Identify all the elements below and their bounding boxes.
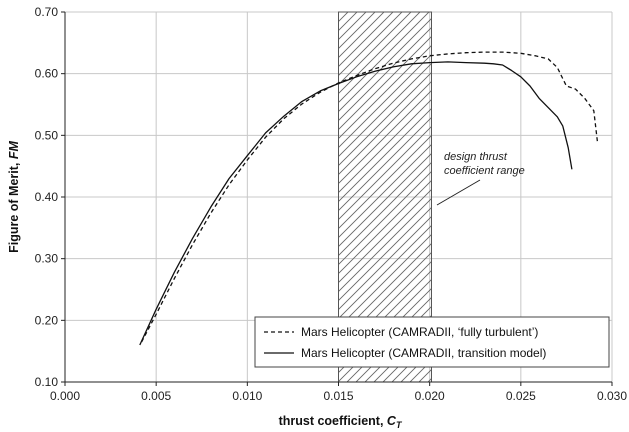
x-tick-label-4: 0.020: [415, 389, 445, 403]
axes: [61, 11, 613, 386]
legend: Mars Helicopter (CAMRADII, ‘fully turbul…: [254, 316, 610, 368]
x-tick-label-3: 0.015: [323, 389, 353, 403]
y-axis-title: Figure of Merit, FM: [7, 141, 21, 253]
legend-label-fully-turbulent: Mars Helicopter (CAMRADII, ‘fully turbul…: [301, 325, 538, 339]
annotation: design thrust coefficient range: [436, 151, 525, 206]
series-line-transition-model: [139, 61, 573, 346]
y-tick-label-2: 0.30: [35, 252, 59, 266]
x-tick-label-6: 0.030: [597, 389, 627, 403]
x-tick-label-1: 0.005: [141, 389, 171, 403]
legend-box: [254, 316, 610, 368]
tick-labels: 0.10 0.20 0.30 0.40 0.50 0.60 0.70 0.000 0.005 0.…: [35, 5, 628, 403]
x-axis-title-text: thrust coefficient,: [279, 414, 387, 428]
annotation-line1: design thrust: [444, 151, 508, 163]
x-tick-label-5: 0.025: [506, 389, 536, 403]
legend-label-transition-model: Mars Helicopter (CAMRADII, transition mo…: [301, 346, 546, 360]
annotation-line2: coefficient range: [444, 165, 525, 177]
y-tick-label-3: 0.40: [35, 190, 59, 204]
y-tick-label-5: 0.60: [35, 67, 59, 81]
x-tick-label-0: 0.000: [50, 389, 80, 403]
annotation-leader-line: [436, 179, 481, 206]
x-axis-title: thrust coefficient, CT: [279, 414, 403, 430]
y-axis-title-var: FM: [7, 141, 21, 160]
y-tick-label-4: 0.50: [35, 128, 59, 142]
x-axis-title-sub: T: [396, 420, 403, 430]
x-axis-title-var: C: [387, 414, 397, 428]
y-axis-title-text: Figure of Merit,: [7, 159, 21, 253]
series-line-fully-turbulent: [141, 51, 599, 343]
series-lines: [139, 51, 599, 346]
y-tick-label-0: 0.10: [35, 375, 59, 389]
x-tick-label-2: 0.010: [232, 389, 262, 403]
y-tick-label-6: 0.70: [35, 5, 59, 19]
y-tick-label-1: 0.20: [35, 313, 59, 327]
